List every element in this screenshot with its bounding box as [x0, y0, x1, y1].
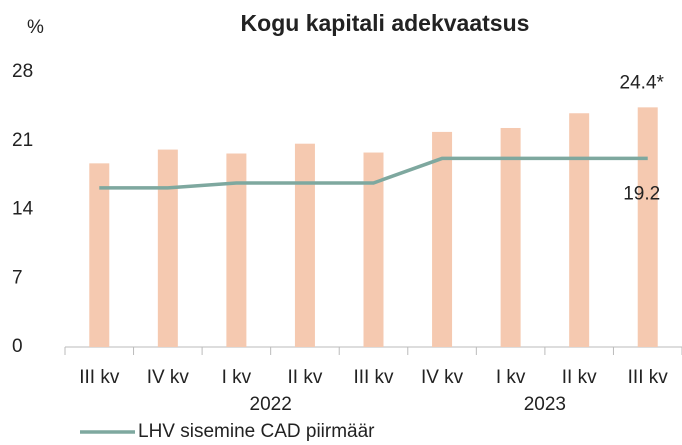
- bar: [637, 107, 658, 347]
- y-tick-label: 7: [12, 267, 23, 288]
- x-tick-label: IV kv: [421, 367, 464, 388]
- x-tick-label: III kv: [79, 367, 120, 388]
- x-tick-label: I kv: [496, 367, 526, 388]
- x-group-label: 2023: [524, 394, 566, 415]
- bar: [294, 143, 315, 347]
- x-tick-label: II kv: [562, 367, 597, 388]
- bar: [157, 149, 178, 347]
- bar: [89, 163, 110, 347]
- chart-title: Kogu kapitali adekvaatsus: [241, 10, 530, 36]
- y-tick-label: 14: [12, 199, 34, 220]
- x-tick-label: IV kv: [147, 367, 190, 388]
- x-tick-label: III kv: [628, 367, 669, 388]
- data-label: 24.4*: [620, 72, 665, 93]
- y-axis-label: %: [27, 17, 44, 38]
- bar: [569, 113, 590, 347]
- bar: [226, 153, 247, 347]
- data-label: 19.2: [623, 183, 660, 204]
- y-tick-label: 0: [12, 336, 23, 357]
- x-tick-label: II kv: [288, 367, 323, 388]
- legend-label: LHV sisemine CAD piirmäär: [138, 421, 375, 442]
- y-tick-label: 21: [12, 130, 33, 151]
- x-tick-label: I kv: [222, 367, 252, 388]
- x-group-label: 2022: [250, 394, 292, 415]
- bar: [363, 152, 384, 347]
- y-tick-label: 28: [12, 61, 33, 82]
- bar: [500, 127, 521, 347]
- line: [99, 156, 648, 190]
- x-tick-label: III kv: [353, 367, 394, 388]
- bar: [432, 131, 453, 347]
